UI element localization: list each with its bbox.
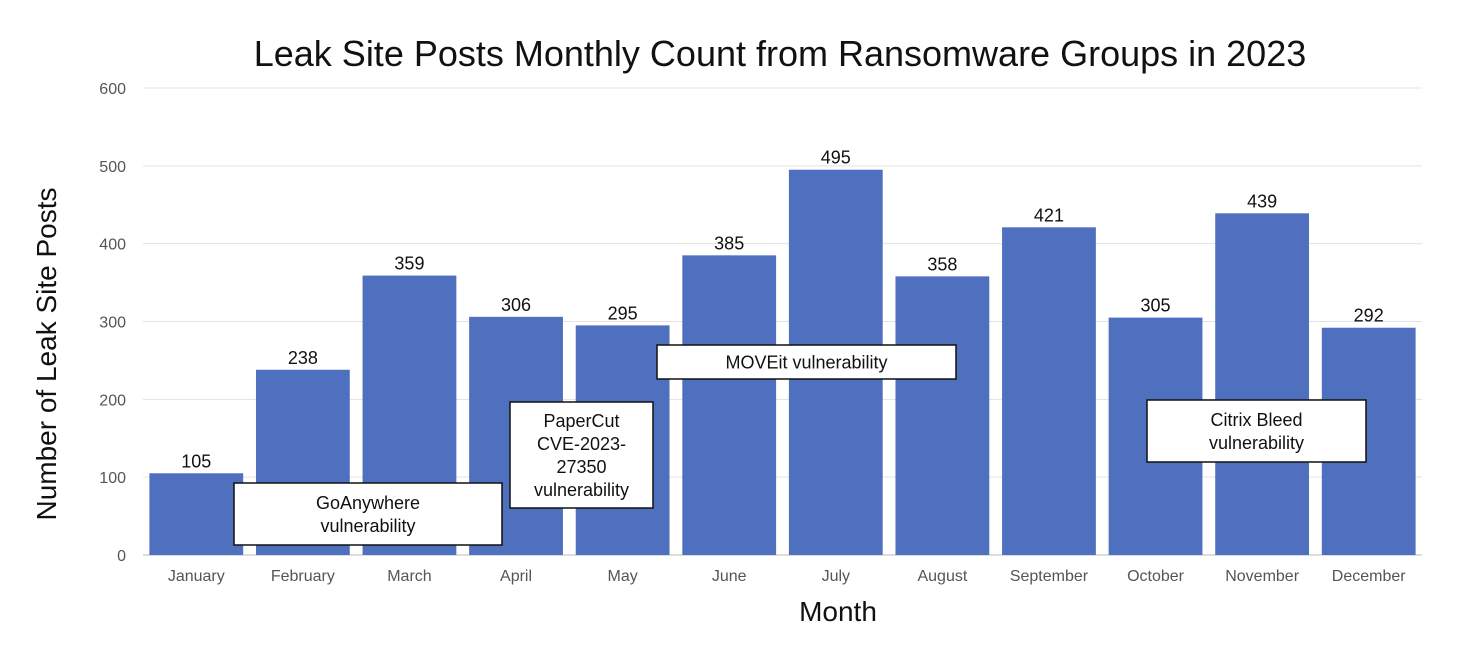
x-tick-label: February bbox=[271, 568, 335, 585]
data-label: 295 bbox=[608, 303, 638, 323]
annotation-text: 27350 bbox=[556, 457, 606, 477]
annotation-frame bbox=[509, 401, 654, 509]
bar bbox=[895, 276, 990, 555]
annotation-frame bbox=[656, 344, 957, 380]
y-axis-title: Number of Leak Site Posts bbox=[31, 187, 62, 520]
x-tick-label: January bbox=[168, 568, 225, 585]
annotation-text: MOVEit vulnerability bbox=[725, 353, 887, 373]
x-axis-ticks: January February March April May June July Augu… bbox=[168, 568, 1406, 585]
bar bbox=[682, 255, 777, 555]
annotation-box: Citrix Bleed vulnerability bbox=[1146, 399, 1367, 463]
data-label: 495 bbox=[821, 148, 851, 168]
data-label: 439 bbox=[1247, 191, 1277, 211]
x-tick-label: March bbox=[387, 568, 431, 585]
bar bbox=[1002, 227, 1096, 556]
x-tick-label: May bbox=[608, 568, 638, 585]
annotation-text: vulnerability bbox=[320, 516, 415, 536]
x-tick-label: July bbox=[822, 568, 850, 585]
data-label: 359 bbox=[394, 254, 424, 274]
x-axis-title: Month bbox=[799, 596, 877, 627]
x-tick-label: December bbox=[1332, 568, 1406, 585]
annotation-box: PaperCut CVE-2023- 27350 vulnerability bbox=[509, 401, 654, 509]
x-tick-label: September bbox=[1010, 568, 1089, 585]
annotations: GoAnywhere vulnerability PaperCut CVE-2023-… bbox=[233, 344, 1367, 546]
x-tick-label: June bbox=[712, 568, 747, 585]
data-label: 385 bbox=[714, 233, 744, 253]
y-tick-label: 100 bbox=[99, 470, 126, 487]
data-label: 238 bbox=[288, 348, 318, 368]
annotation-frame bbox=[233, 482, 503, 546]
x-tick-label: November bbox=[1225, 568, 1299, 585]
chart-title: Leak Site Posts Monthly Count from Ranso… bbox=[254, 33, 1307, 74]
annotation-text: vulnerability bbox=[1209, 433, 1304, 453]
gridlines bbox=[143, 87, 1422, 556]
y-tick-label: 400 bbox=[99, 237, 126, 254]
y-tick-label: 300 bbox=[99, 315, 126, 332]
data-label: 105 bbox=[181, 451, 211, 471]
data-label: 292 bbox=[1354, 306, 1384, 326]
annotation-box: GoAnywhere vulnerability bbox=[233, 482, 503, 546]
data-labels: 105 238 359 306 295 385 495 358 421 305 439 292 bbox=[181, 148, 1383, 472]
y-tick-label: 200 bbox=[99, 392, 126, 409]
x-tick-label: April bbox=[500, 568, 532, 585]
annotation-frame bbox=[1146, 399, 1367, 463]
annotation-text: GoAnywhere bbox=[316, 493, 420, 513]
y-tick-label: 0 bbox=[117, 548, 126, 565]
data-label: 306 bbox=[501, 295, 531, 315]
annotation-box: MOVEit vulnerability bbox=[656, 344, 957, 380]
x-tick-label: October bbox=[1127, 568, 1185, 585]
y-tick-label: 500 bbox=[99, 159, 126, 176]
annotation-text: Citrix Bleed bbox=[1210, 410, 1302, 430]
y-axis-ticks: 0 100 200 300 400 500 600 bbox=[99, 81, 126, 565]
data-label: 305 bbox=[1141, 296, 1171, 316]
x-tick-label: August bbox=[917, 568, 967, 585]
bar bbox=[1215, 213, 1310, 556]
data-label: 358 bbox=[927, 254, 957, 274]
y-tick-label: 600 bbox=[99, 81, 126, 98]
bar bbox=[149, 473, 244, 555]
annotation-text: vulnerability bbox=[534, 480, 629, 500]
annotation-text: CVE-2023- bbox=[537, 434, 626, 454]
data-label: 421 bbox=[1034, 205, 1064, 225]
annotation-text: PaperCut bbox=[543, 411, 619, 431]
